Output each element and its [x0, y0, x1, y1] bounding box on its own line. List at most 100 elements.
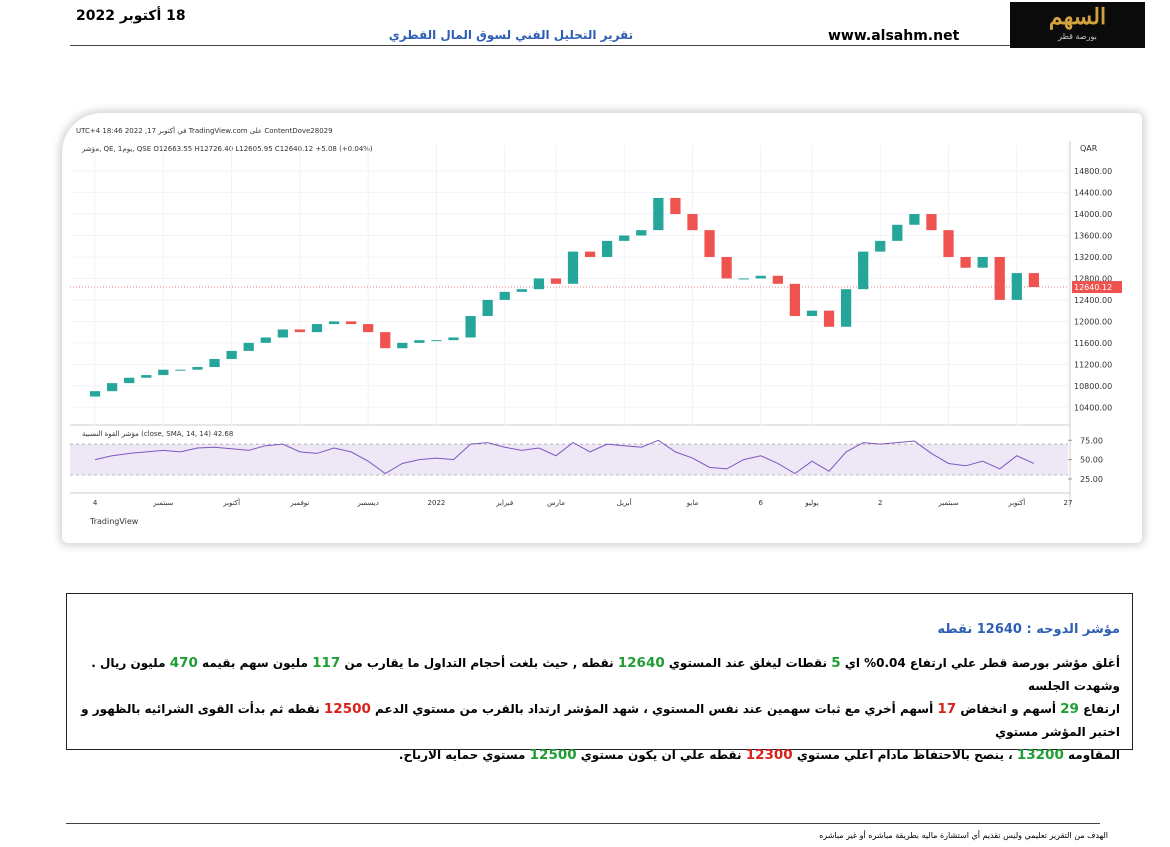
website: www.alsahm.net [828, 28, 960, 44]
candle [107, 383, 118, 392]
candle [499, 291, 510, 300]
candle [687, 214, 698, 231]
report-run: أغلق مؤشر بورصة قطر علي ارتفاع [905, 656, 1120, 670]
currency: QAR [1080, 144, 1098, 153]
report-run: اي [840, 656, 865, 670]
y-tick-label: 13600.00 [1074, 232, 1112, 241]
report-date: 18 أكتوبر 2022 [76, 8, 186, 24]
y-tick-label: 12400.00 [1074, 296, 1112, 305]
report-run: 117 [312, 655, 341, 671]
y-tick-label: 11600.00 [1074, 339, 1112, 348]
report-run: نقطه علي ان يكون مستوي [576, 748, 746, 762]
rsi-label: مؤشر القوة النسبية (close, SMA, 14, 14) … [82, 430, 233, 438]
candle [858, 251, 869, 290]
candle [243, 342, 254, 351]
last-price-label: 12640.12 [1074, 283, 1112, 292]
report-run: 12300 [745, 747, 793, 763]
report-run: المقاومه [1063, 748, 1120, 762]
candle [124, 377, 135, 384]
x-tick-label: 2 [878, 499, 882, 507]
rsi-tick-label: 75.00 [1080, 436, 1103, 445]
candle [294, 329, 306, 333]
candle [602, 240, 613, 257]
x-tick-label: فبراير [495, 499, 513, 507]
last-price-badge [1072, 281, 1122, 294]
candle [721, 256, 732, 279]
report-title: تقرير التحليل الفني لسوق المال القطري [388, 28, 634, 42]
y-tick-label: 12800.00 [1074, 274, 1112, 283]
chart-legend: مؤشر, QE, 1يوم, QSE O12663.55 H12726.40 … [81, 145, 373, 153]
y-tick-label: 12000.00 [1074, 317, 1112, 326]
brand: TradingView [89, 517, 139, 526]
report-run: ، ينصح بالاحتفاظ مادام اعلي مستوي [792, 748, 1017, 762]
y-tick-label: 14800.00 [1074, 167, 1112, 176]
candle [260, 337, 271, 343]
candle [533, 278, 544, 290]
logo: السهم بورصة قطر [1010, 2, 1145, 48]
chart: UTC+4 في أكتوبر 17, 2022 18:46 TradingVi… [70, 126, 1122, 526]
x-tick-label: 4 [93, 499, 98, 507]
report-run: نقطه ثم بدأت القوى الشرائيه بالظهور و اخ… [81, 702, 1120, 739]
candle [909, 214, 920, 225]
chart-frame: UTC+4 في أكتوبر 17, 2022 18:46 TradingVi… [62, 113, 1142, 543]
x-tick-label: سبتمبر [937, 499, 958, 507]
report-run: ارتفاع [1078, 702, 1120, 716]
candle [465, 316, 476, 338]
candle [977, 256, 988, 268]
rsi-band [70, 444, 1068, 476]
report-run: مستوي حمايه الارباح. [398, 748, 530, 762]
report-run: 470 [169, 655, 198, 671]
y-tick-label: 10800.00 [1074, 382, 1112, 391]
candle [1011, 273, 1022, 300]
x-tick-label: 2022 [428, 499, 446, 507]
report-run: 12500 [529, 747, 577, 763]
y-tick-label: 11200.00 [1074, 360, 1112, 369]
x-tick-label: أكتوبر [1007, 498, 1025, 507]
report-line: المقاومه 13200 ، ينصح بالاحتفاظ مادام اع… [81, 744, 1120, 767]
x-tick-label: يوليو [804, 499, 818, 507]
report-run: 12500 [323, 701, 371, 717]
report-run: مليون سهم بقيمه [197, 656, 313, 670]
candle [567, 251, 579, 284]
report-box: مؤشر الدوحه : 12640 نقطه أغلق مؤشر بورصة… [66, 593, 1133, 763]
x-tick-label: سبتمبر [152, 499, 173, 507]
report-line: ارتفاع 29 أسهم و انخفاض 17 أسهم أخري مع … [81, 698, 1120, 744]
candle [704, 230, 715, 257]
header-rule [70, 45, 1010, 46]
report-run: أسهم أخري مع ثبات سهمين عند نفس المستوي … [370, 702, 938, 716]
report-run: أسهم و انخفاض [956, 702, 1061, 716]
report-paragraph: أغلق مؤشر بورصة قطر علي ارتفاع 0.04% اي … [81, 652, 1120, 767]
logo-subtext: بورصة قطر [1058, 32, 1097, 41]
report-run: 5 [831, 655, 841, 671]
candle [584, 251, 596, 257]
footer-rule [66, 823, 1100, 824]
candle [960, 256, 971, 268]
report-run: 17 [937, 701, 957, 717]
rsi-tick-label: 25.00 [1080, 475, 1103, 484]
candle [448, 337, 459, 341]
candle [1028, 273, 1039, 288]
candle [789, 283, 801, 317]
candle [619, 235, 630, 241]
candle [158, 369, 169, 376]
candle [636, 230, 647, 236]
candle [926, 214, 937, 231]
report-run: 13200 [1016, 747, 1064, 763]
x-tick-label: 6 [759, 499, 764, 507]
report-line: أغلق مؤشر بورصة قطر علي ارتفاع 0.04% اي … [81, 652, 1120, 698]
candle [345, 321, 357, 325]
candle [653, 197, 664, 231]
candle [192, 367, 203, 370]
candle [209, 358, 220, 368]
y-tick-label: 14000.00 [1074, 210, 1112, 219]
report-run: نقطات ليغلق عند المستوي [664, 656, 832, 670]
candle [994, 256, 1005, 300]
chart-source: UTC+4 في أكتوبر 17, 2022 18:46 TradingVi… [76, 126, 333, 135]
y-tick-label: 13200.00 [1074, 253, 1112, 262]
candle [311, 324, 323, 333]
candle [806, 310, 818, 317]
candle [175, 369, 186, 371]
report-run: مليون ريال . وشهدت الجلسه [91, 656, 1120, 693]
candle [328, 321, 340, 325]
